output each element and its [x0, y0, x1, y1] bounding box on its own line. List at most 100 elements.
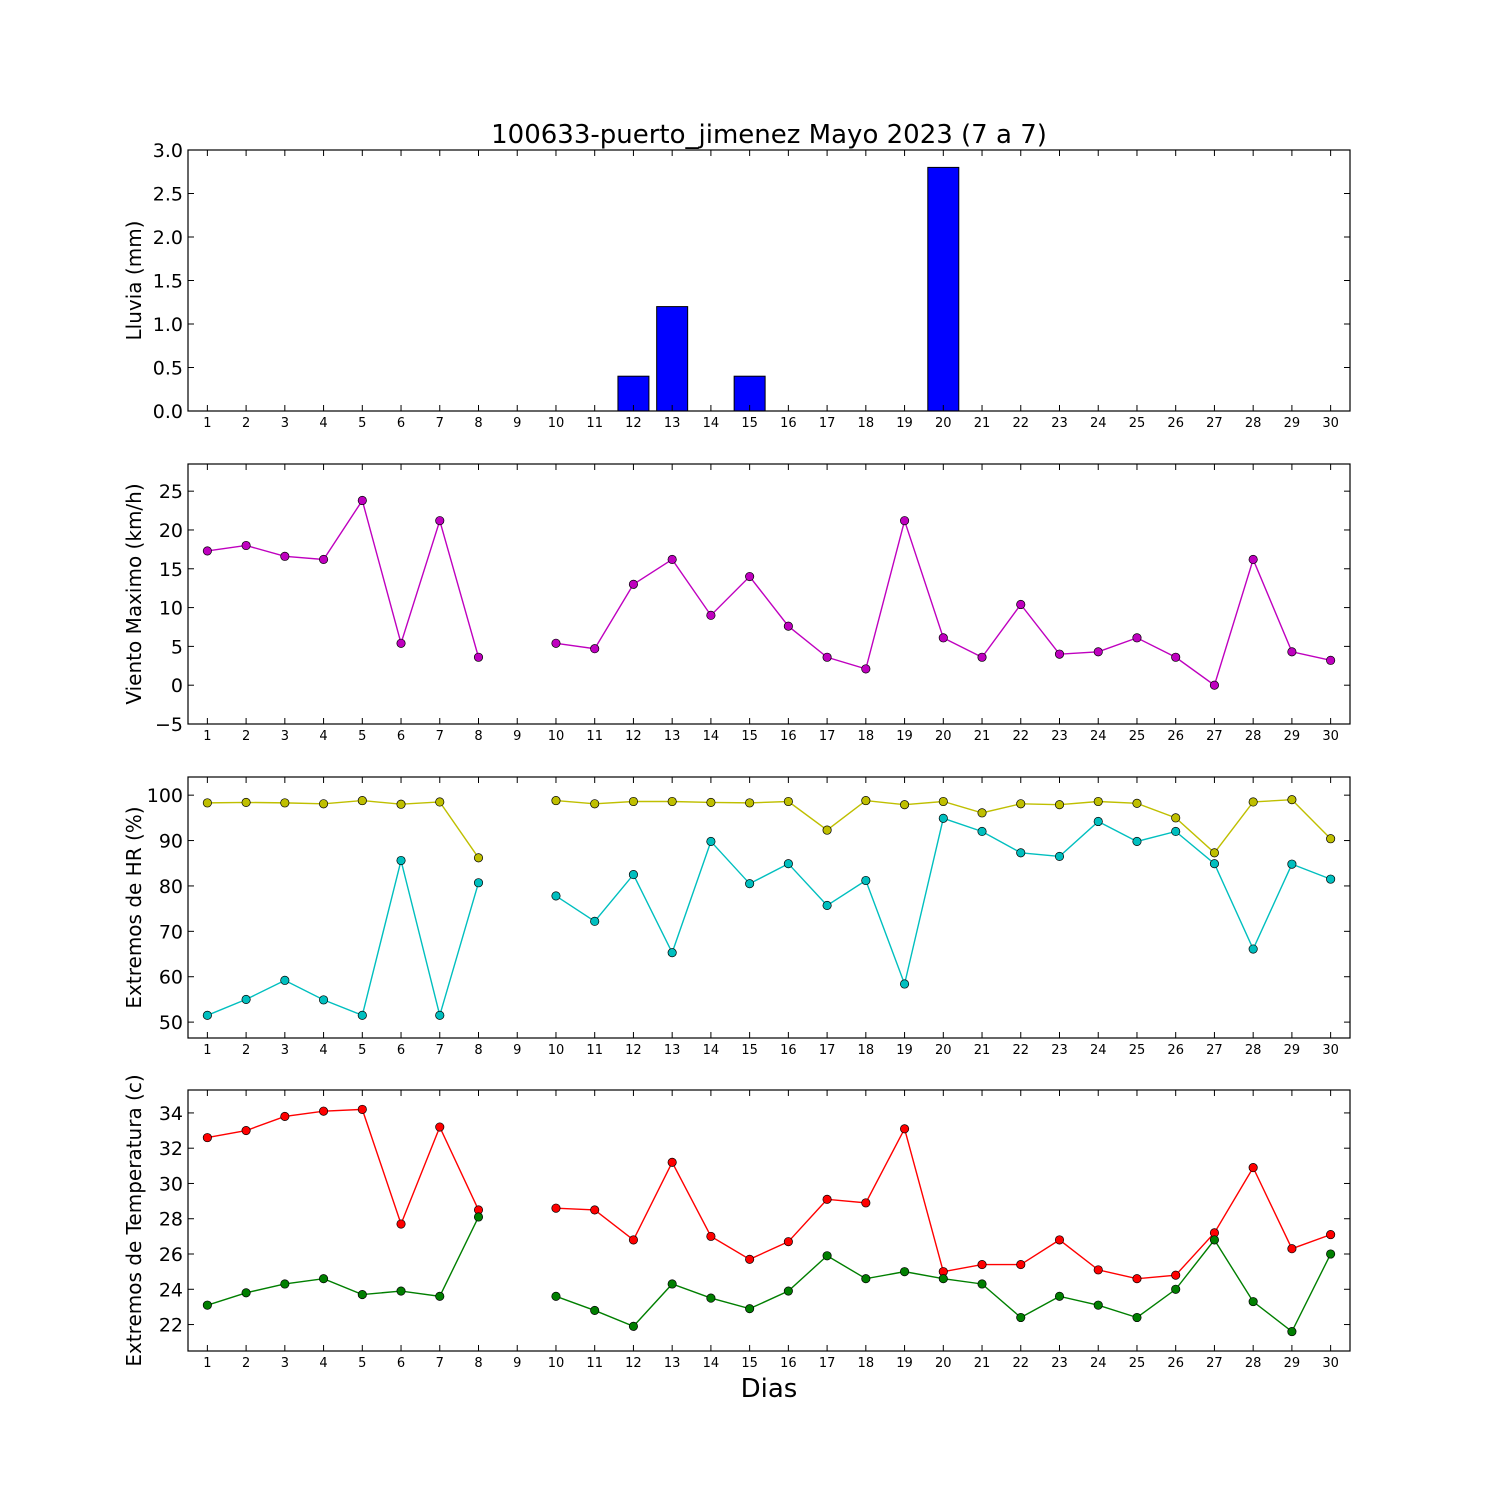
temperature-series-0-point-day-24 [1093, 1265, 1103, 1275]
chart-title: 100633-puerto_jimenez Mayo 2023 (7 a 7) [491, 120, 1047, 150]
temperature-series-0-point-day-10 [551, 1203, 561, 1213]
panel-rain: 0.00.51.01.52.02.53.01 2 3 4 5 6 7 8 9 10 11 12 13 14… [122, 140, 1351, 431]
wind-xtick-label: 10 [548, 729, 565, 744]
rain-xtick-label: 6 [397, 416, 405, 431]
temperature-series-0-point-day-29 [1287, 1244, 1297, 1254]
rain-xtick-label: 23 [1051, 416, 1068, 431]
temperature-xtick-label: 27 [1206, 1356, 1223, 1371]
rain-xtick-label: 18 [858, 416, 875, 431]
rain-xtick-label: 25 [1129, 416, 1146, 431]
rain-xtick-label: 19 [896, 416, 913, 431]
wind-series-0-point-day-13 [667, 554, 677, 565]
rain-ytick-label: 2.0 [153, 227, 183, 249]
wind-xtick-label: 27 [1206, 729, 1223, 744]
humidity-series-0-point-day-16 [783, 796, 793, 807]
temperature-series-1-point-day-17 [822, 1251, 832, 1261]
temperature-xtick-label: 18 [858, 1356, 875, 1371]
wind-series-0-point-day-6 [396, 638, 406, 648]
humidity-series-0-point-day-13 [667, 796, 677, 807]
humidity-series-0-point-day-11 [590, 799, 600, 809]
temperature-series-1-point-day-27 [1209, 1235, 1219, 1245]
humidity-series-0-point-day-21 [977, 808, 987, 818]
temperature-xtick-label: 20 [935, 1356, 952, 1371]
humidity-series-1-point-day-15 [745, 879, 755, 889]
temperature-series-0-point-day-30 [1326, 1230, 1336, 1240]
temperature-xtick-label: 8 [474, 1356, 482, 1371]
humidity-series-0-point-day-15 [745, 798, 755, 808]
temperature-xtick-label: 11 [586, 1356, 603, 1371]
temperature-series-1-point-day-19 [900, 1267, 910, 1277]
temperature-ytick-label: 22 [159, 1315, 183, 1337]
temperature-xtick-label: 30 [1322, 1356, 1339, 1371]
temperature-series-1-point-day-26 [1171, 1284, 1181, 1294]
rain-xtick-label: 5 [358, 416, 366, 431]
wind-series-0-point-day-17 [822, 652, 832, 662]
temperature-series-0-point-day-6 [396, 1219, 406, 1229]
temperature-series-1-point-day-6 [396, 1286, 406, 1296]
temperature-series-1-point-day-16 [783, 1286, 793, 1296]
humidity-xtick-label: 29 [1284, 1043, 1301, 1058]
humidity-series-1-point-day-30 [1326, 874, 1336, 884]
temperature-series-1-point-day-15 [745, 1304, 755, 1314]
temperature-series-0-point-day-13 [667, 1157, 677, 1167]
humidity-series-1-point-day-1 [202, 1010, 212, 1020]
wind-ytick-label: 25 [159, 481, 183, 503]
temperature-series-1-point-day-25 [1132, 1312, 1142, 1323]
bar-day-13 [656, 306, 689, 412]
humidity-series-1-point-day-4 [319, 995, 329, 1005]
humidity-ytick-label: 70 [159, 921, 183, 943]
rain-ytick-label: 3.0 [153, 140, 183, 162]
rain-xtick-label: 13 [664, 416, 681, 431]
wind-xtick-label: 8 [474, 729, 482, 744]
wind-series-0-point-day-29 [1287, 647, 1297, 657]
humidity-series-0-point-day-29 [1287, 795, 1297, 805]
temperature-series-1-point-day-24 [1093, 1300, 1103, 1310]
temperature-ytick-label: 32 [159, 1138, 183, 1160]
temperature-series-0-point-day-11 [590, 1205, 600, 1215]
temperature-series-0-point-day-16 [783, 1237, 793, 1247]
humidity-series-1-point-day-12 [628, 870, 638, 880]
temperature-xtick-label: 2 [242, 1356, 250, 1371]
humidity-series-1-point-day-27 [1209, 859, 1219, 869]
humidity-xtick-label: 28 [1245, 1043, 1262, 1058]
rain-xtick-label: 27 [1206, 416, 1223, 431]
temperature-series-1-point-day-5 [357, 1290, 367, 1300]
humidity-xtick-label: 25 [1129, 1043, 1146, 1058]
humidity-series-1-point-day-28 [1248, 944, 1258, 954]
temperature-series-0-point-day-15 [745, 1254, 755, 1264]
humidity-series-0-point-day-18 [861, 796, 871, 806]
humidity-ytick-label: 90 [159, 831, 183, 853]
humidity-xtick-label: 24 [1090, 1043, 1107, 1058]
humidity-xtick-label: 23 [1051, 1043, 1068, 1058]
wind-xtick-label: 12 [625, 729, 642, 744]
humidity-series-1-point-day-17 [822, 900, 832, 911]
humidity-series-0-point-day-26 [1171, 813, 1181, 823]
humidity-xtick-label: 9 [513, 1043, 521, 1058]
temperature-xtick-label: 13 [664, 1356, 681, 1371]
wind-series-0-point-day-27 [1209, 680, 1219, 690]
wind-series-0-point-day-20 [938, 633, 948, 643]
humidity-ytick-label: 80 [159, 876, 183, 898]
rain-ytick-label: 0.0 [153, 401, 183, 423]
temperature-xtick-label: 7 [436, 1356, 444, 1371]
temperature-series-0-point-day-4 [319, 1106, 329, 1116]
humidity-series-0-point-day-4 [319, 799, 329, 809]
rain-xtick-label: 26 [1167, 416, 1184, 431]
wind-xtick-label: 14 [703, 729, 720, 744]
rain-xtick-label: 22 [1012, 416, 1029, 431]
temperature-series-0-point-day-22 [1016, 1260, 1026, 1270]
temperature-series-1-point-day-2 [241, 1288, 251, 1298]
rain-y-axis-label: Lluvia (mm) [122, 221, 146, 341]
humidity-series-1-point-day-18 [861, 875, 871, 886]
wind-xtick-label: 5 [358, 729, 366, 744]
wind-series-0-point-day-22 [1016, 599, 1026, 610]
wind-xtick-label: 22 [1012, 729, 1029, 744]
humidity-xtick-label: 20 [935, 1043, 952, 1058]
temperature-series-0-point-day-26 [1171, 1270, 1181, 1280]
humidity-axes-frame [187, 776, 1351, 1039]
wind-series-0-point-day-25 [1132, 633, 1142, 643]
temperature-xtick-label: 1 [203, 1356, 211, 1371]
humidity-series-1-point-day-5 [357, 1010, 367, 1020]
wind-series-0-point-day-2 [241, 540, 251, 551]
